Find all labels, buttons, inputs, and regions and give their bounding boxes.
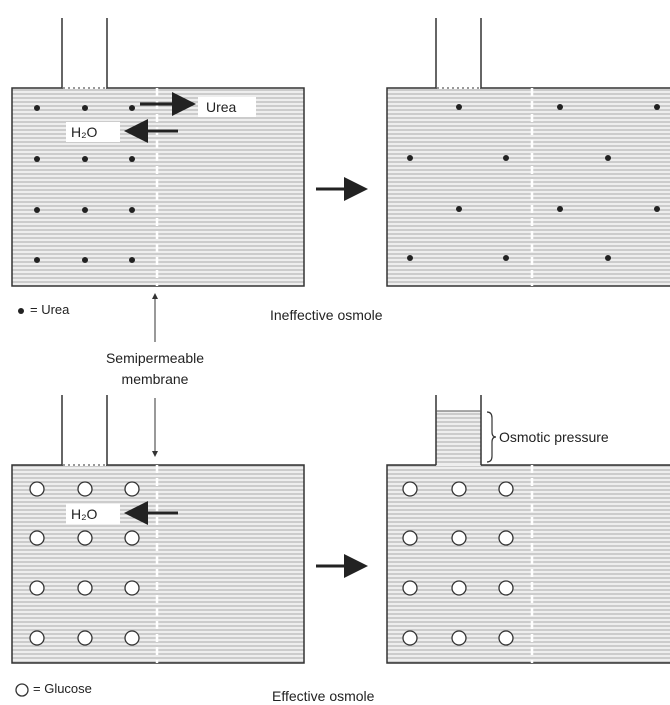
water-flow-arrow-top: H₂O (66, 119, 178, 143)
glucose-circles-after (402, 481, 514, 646)
urea-legend-label: = Urea (30, 302, 70, 317)
urea-container-after (386, 18, 670, 287)
osmotic-pressure-brace (486, 411, 497, 463)
glucose-container-after (386, 395, 670, 664)
urea-dots-after (407, 104, 660, 261)
osmotic-pressure-label: Osmotic pressure (499, 429, 609, 445)
water-label-top: H₂O (71, 124, 98, 140)
urea-flow-label: Urea (206, 99, 237, 115)
ineffective-osmole-caption: Ineffective osmole (270, 307, 383, 323)
membrane-label-line1: Semipermeable (106, 350, 204, 366)
urea-dots-before (34, 105, 135, 263)
membrane-label-line2: membrane (122, 371, 189, 387)
effective-osmole-caption: Effective osmole (272, 688, 375, 704)
glucose-legend-label: = Glucose (33, 681, 92, 696)
glucose-circles-before (29, 481, 140, 646)
urea-legend-dot (18, 308, 24, 314)
glucose-container-before (11, 395, 305, 664)
water-flow-arrow-bottom: H₂O (66, 501, 178, 525)
water-label-bottom: H₂O (71, 506, 98, 522)
glucose-legend-circle (15, 683, 29, 697)
urea-flow-arrow: Urea (140, 92, 256, 117)
urea-container-before (11, 18, 305, 287)
